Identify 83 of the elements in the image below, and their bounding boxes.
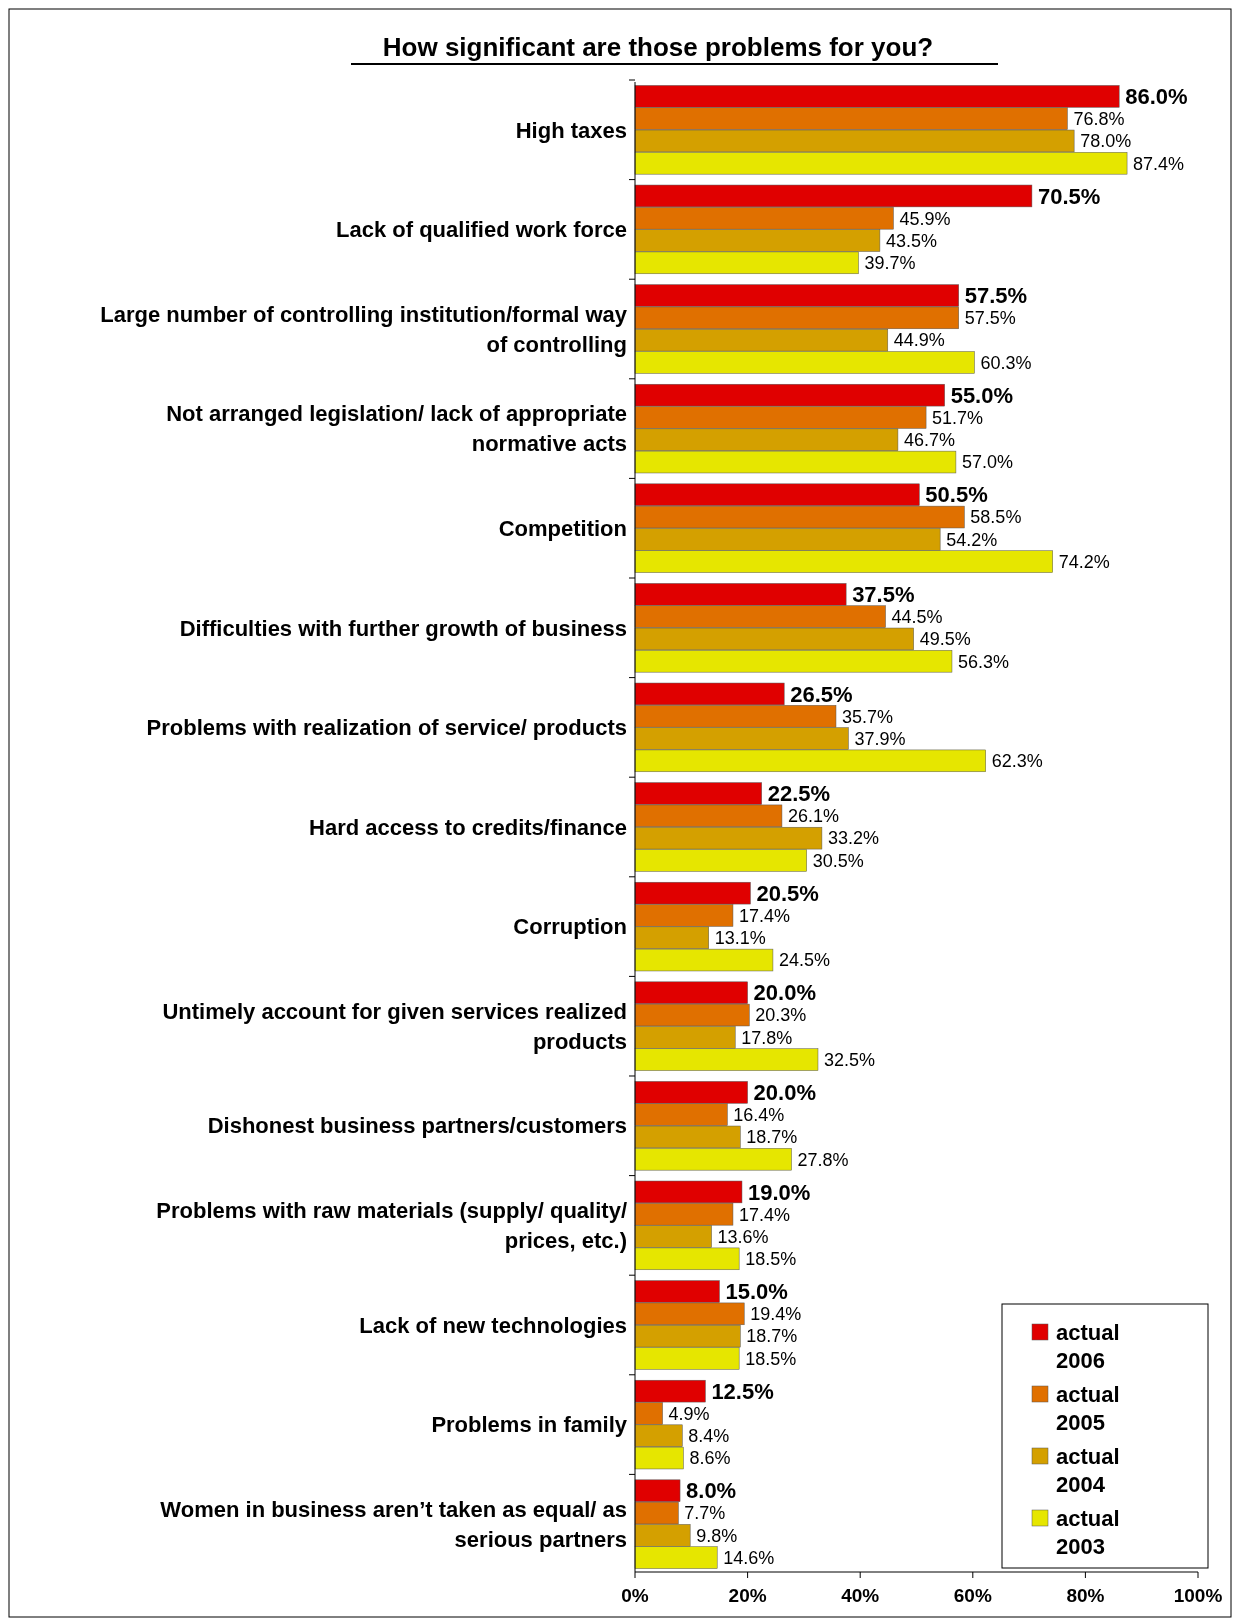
data-label: 27.8% [797, 1149, 849, 1170]
data-label: 70.5% [1037, 183, 1101, 209]
data-label: 55.0% [950, 382, 1014, 408]
data-label: 54.2% [946, 529, 998, 550]
data-label: 26.5% [790, 681, 853, 707]
data-label: 62.3% [991, 751, 1043, 772]
data-label: 19.4% [750, 1304, 802, 1325]
data-label: 44.9% [893, 330, 945, 351]
data-label: 19.0% [747, 1179, 811, 1205]
data-label: 35.7% [841, 706, 894, 727]
data-label: 60.3% [980, 352, 1032, 373]
data-label: 57.5% [964, 308, 1016, 329]
data-label: 12.5% [711, 1378, 774, 1404]
data-label: 50.5% [925, 482, 988, 508]
y-tick-label: Dishonest business partners/customers [207, 1113, 627, 1139]
data-label: 76.8% [1073, 108, 1125, 129]
data-label: 46.7% [903, 430, 955, 451]
data-label: 87.4% [1133, 153, 1185, 174]
data-label: 4.9% [668, 1403, 710, 1424]
data-label: 43.5% [885, 230, 937, 251]
y-tick-label: Competition [498, 515, 627, 541]
data-label: 17.4% [738, 1204, 791, 1225]
y-tick-label: Untimely account for given services realized products [162, 998, 627, 1054]
x-tick-label: 100% [1173, 1585, 1223, 1606]
data-label: 15.0% [725, 1279, 788, 1305]
data-label: 57.5% [964, 283, 1028, 309]
legend-label: actual 2003 [1056, 1505, 1120, 1559]
data-label: 45.9% [899, 208, 951, 229]
data-label: 13.1% [714, 928, 766, 949]
data-label: 24.5% [778, 950, 830, 971]
data-label: 74.2% [1058, 551, 1110, 572]
data-label: 39.7% [864, 253, 916, 274]
data-label: 8.6% [689, 1448, 731, 1469]
data-label: 44.5% [891, 606, 943, 627]
data-label: 33.2% [827, 828, 879, 849]
x-tick-label: 60% [953, 1585, 992, 1606]
data-label: 16.4% [733, 1104, 785, 1125]
data-label: 86.0% [1125, 84, 1188, 110]
y-tick-label: High taxes [515, 117, 627, 143]
data-label: 14.6% [723, 1547, 775, 1568]
y-tick-label: Problems with raw materials (supply/ quality/ prices, etc.) [156, 1198, 627, 1254]
data-label: 37.5% [852, 582, 915, 608]
data-label: 20.5% [756, 880, 819, 906]
data-label: 18.5% [745, 1348, 797, 1369]
data-label: 37.9% [854, 728, 906, 749]
y-tick-label: Problems in family [431, 1412, 628, 1438]
data-label: 17.8% [741, 1027, 793, 1048]
data-label: 9.8% [696, 1525, 738, 1546]
y-tick-label: Lack of new technologies [359, 1312, 627, 1338]
data-label: 18.5% [745, 1249, 797, 1270]
data-label: 18.7% [746, 1127, 798, 1148]
y-tick-label: Problems with realization of service/ products [146, 715, 627, 741]
y-tick-label: Large number of controlling institution/formal way of controlling [100, 301, 628, 357]
x-tick-label: 40% [841, 1585, 880, 1606]
x-tick-label: 0% [621, 1585, 649, 1606]
data-label: 78.0% [1080, 131, 1132, 152]
x-tick-label: 20% [728, 1585, 767, 1606]
y-tick-label: Corruption [513, 914, 627, 940]
data-label: 56.3% [957, 651, 1010, 672]
y-tick-label: Lack of qualified work force [336, 217, 627, 243]
data-label: 17.4% [738, 905, 791, 926]
data-label: 20.0% [753, 1080, 816, 1106]
y-tick-label: Hard access to credits/finance [309, 814, 627, 840]
y-tick-label: Women in business aren’t taken as equal/ as serious partners [160, 1496, 627, 1552]
y-tick-label: Difficulties with further growth of business [179, 615, 627, 641]
x-tick-label: 80% [1066, 1585, 1105, 1606]
data-label: 18.7% [746, 1326, 798, 1347]
data-label: 32.5% [823, 1049, 876, 1070]
data-label: 13.6% [717, 1226, 769, 1247]
data-label: 51.7% [932, 407, 984, 428]
data-label: 8.4% [688, 1426, 730, 1447]
data-label: 7.7% [684, 1503, 726, 1524]
data-label: 57.0% [961, 452, 1013, 473]
data-label: 22.5% [767, 781, 831, 807]
data-label: 20.0% [753, 980, 816, 1006]
data-label: 58.5% [970, 507, 1022, 528]
data-label: 26.1% [787, 806, 839, 827]
data-label: 8.0% [686, 1478, 737, 1504]
y-tick-label: Not arranged legislation/ lack of appropriate normative acts [166, 401, 627, 457]
chart-title: How significant are those problems for you? [382, 32, 934, 62]
data-label: 20.3% [755, 1005, 807, 1026]
data-label: 49.5% [919, 629, 971, 650]
data-label: 30.5% [812, 850, 864, 871]
